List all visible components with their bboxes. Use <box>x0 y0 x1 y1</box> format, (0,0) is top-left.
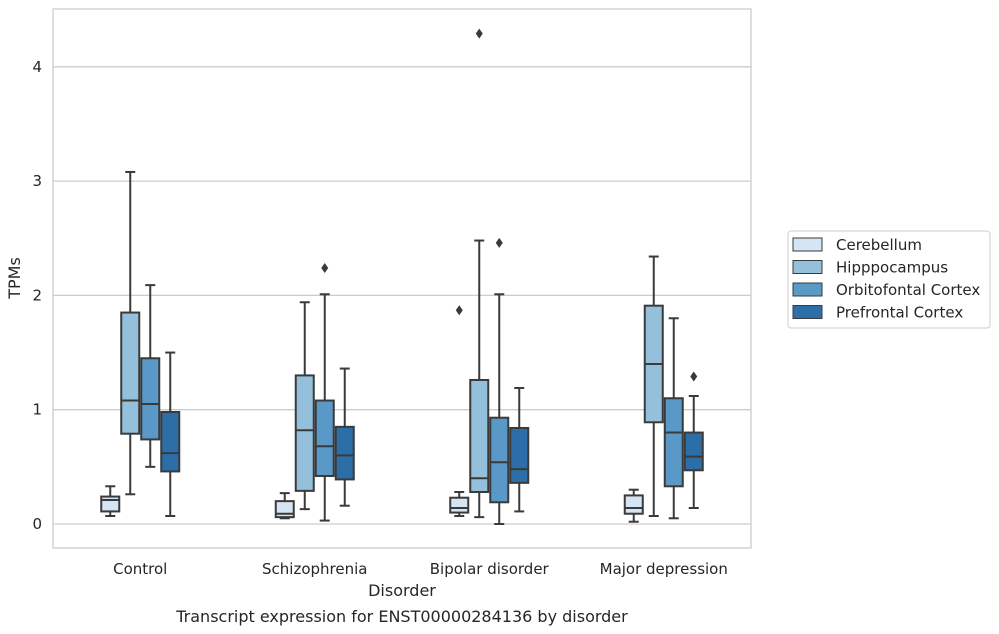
y-tick-label: 4 <box>32 58 42 76</box>
outlier-point <box>455 305 463 316</box>
box <box>274 492 295 520</box>
legend-label: Cerebellum <box>836 236 922 254</box>
box <box>314 262 335 522</box>
y-tick-label: 1 <box>32 401 42 419</box>
box-iqr <box>140 357 161 441</box>
box <box>334 367 355 507</box>
y-tick-label: 3 <box>32 172 42 190</box>
legend-swatch <box>792 305 823 319</box>
box <box>623 488 644 523</box>
box-iqr <box>274 500 295 519</box>
legend-frame <box>787 230 991 329</box>
outlier-point <box>495 237 503 248</box>
y-tick-labels: 0 1 2 3 4 <box>32 58 42 533</box>
box-iqr <box>334 425 355 481</box>
box <box>489 237 510 525</box>
box-iqr <box>623 494 644 515</box>
x-tick-labels: Control Schizophrenia Bipolar disorder Majo… <box>113 560 728 578</box>
box-iqr <box>489 416 510 504</box>
series-cerebellum <box>100 305 644 523</box>
box <box>160 351 181 517</box>
legend-label: Hipppocampus <box>836 259 948 277</box>
box <box>449 305 470 517</box>
outlier-point <box>475 28 483 39</box>
plot-area <box>53 9 751 548</box>
box <box>663 317 684 520</box>
box <box>294 301 315 511</box>
series-orbitofontal-cortex <box>140 237 684 525</box>
legend-swatch <box>792 282 823 297</box>
series-prefrontal-cortex <box>160 351 704 517</box>
y-tick-label: 2 <box>32 286 42 304</box>
y-axis-label: TPMs <box>5 257 24 300</box>
box-iqr <box>469 378 490 493</box>
chart-caption: Transcript expression for ENST0000028413… <box>175 607 628 626</box>
box-iqr <box>449 496 470 514</box>
box-iqr <box>100 495 121 513</box>
y-tick-label: 0 <box>32 515 42 533</box>
x-tick-label: Bipolar disorder <box>430 560 550 578</box>
box-series <box>100 28 704 525</box>
box-iqr <box>294 374 315 492</box>
box-iqr <box>120 311 141 435</box>
series-hipppocampus <box>120 28 664 519</box>
x-tick-label: Schizophrenia <box>262 560 367 578</box>
legend-swatch <box>792 260 823 274</box>
x-tick-label: Major depression <box>600 560 728 578</box>
legend-label: Orbitofontal Cortex <box>836 281 980 299</box>
box <box>683 371 704 509</box>
legend-label: Prefrontal Cortex <box>836 304 963 322</box>
box-iqr <box>160 410 181 473</box>
x-tick-label: Control <box>113 560 167 578</box>
box-iqr <box>314 399 335 477</box>
box <box>469 28 490 519</box>
box <box>120 170 141 496</box>
box-iqr <box>509 426 530 484</box>
box-iqr <box>683 431 704 472</box>
legend-swatch <box>792 237 823 252</box>
box-iqr <box>663 397 684 488</box>
outlier-point <box>690 371 698 382</box>
legend: Cerebellum Hipppocampus Orbitofontal Corte… <box>787 230 991 329</box>
box <box>509 386 530 513</box>
box <box>643 255 664 517</box>
x-axis-label: Disorder <box>368 581 436 600</box>
box <box>100 485 121 517</box>
box <box>140 284 161 468</box>
plot-frame <box>52 8 752 549</box>
outlier-point <box>321 262 329 273</box>
